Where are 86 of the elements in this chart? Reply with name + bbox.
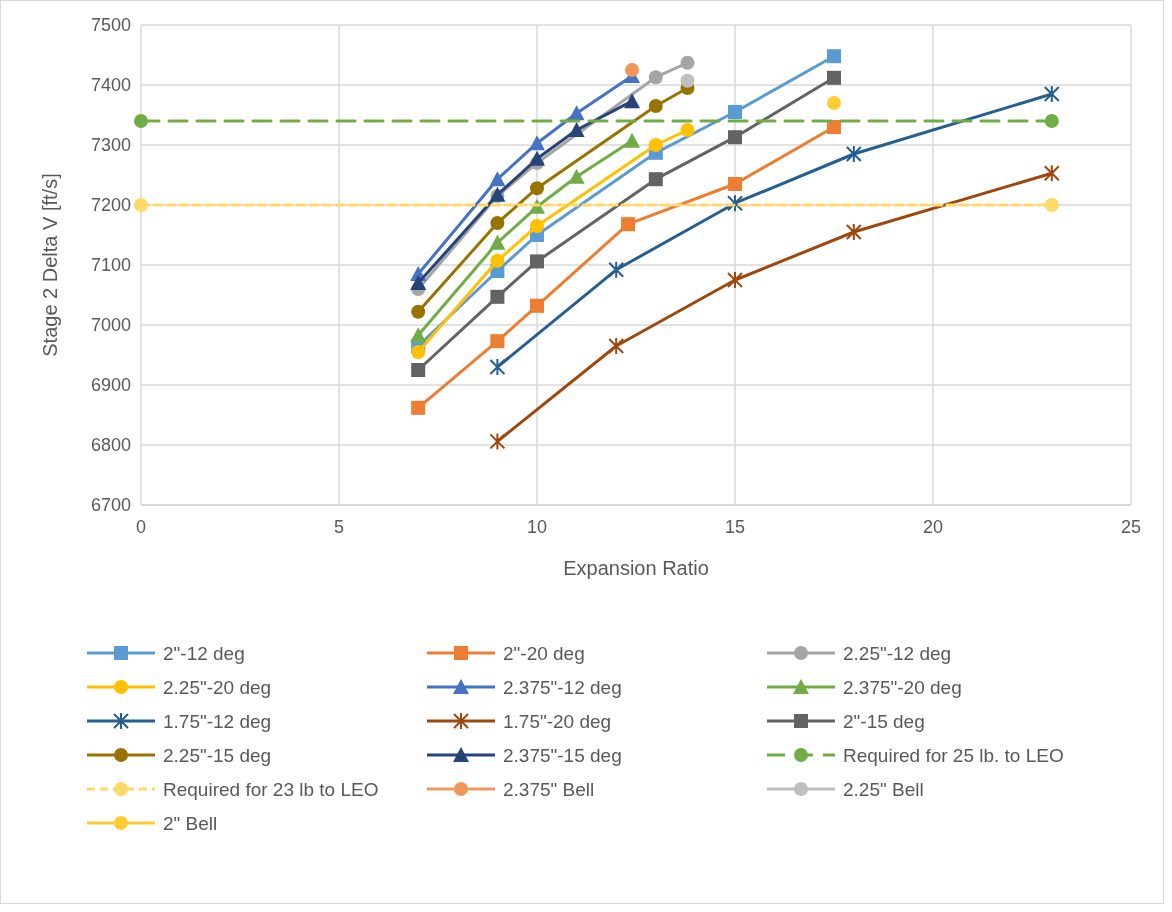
legend-label: 2.375"-15 deg	[503, 745, 622, 766]
x-tick-label: 0	[135, 517, 147, 537]
point	[490, 216, 505, 230]
y-tick-label: 7300	[90, 135, 131, 155]
y-tick-label: 7400	[90, 75, 131, 95]
legend-label: 2.25"-15 deg	[163, 745, 272, 766]
point	[1043, 85, 1060, 103]
point	[490, 253, 505, 268]
point	[727, 194, 743, 213]
point	[489, 358, 506, 376]
legend-label: 2.25"-20 deg	[163, 677, 272, 698]
point	[680, 55, 695, 70]
x-tick-label: 15	[724, 517, 746, 537]
point	[134, 198, 148, 212]
point	[530, 254, 544, 269]
legend-label: 2.25"-12 deg	[843, 643, 952, 664]
point	[530, 298, 544, 313]
y-tick-label: 7500	[90, 15, 131, 35]
point	[529, 150, 545, 166]
point	[728, 105, 742, 119]
point	[1043, 164, 1060, 183]
point	[608, 337, 625, 355]
x-axis-title: Expansion Ratio	[563, 557, 709, 579]
legend-label: 2.25" Bell	[843, 779, 924, 800]
point	[489, 432, 506, 451]
point	[680, 73, 695, 88]
point	[648, 172, 663, 187]
point	[490, 334, 505, 349]
y-tick-label: 6700	[90, 495, 131, 515]
point	[625, 63, 640, 77]
point	[624, 93, 641, 109]
point	[411, 400, 426, 415]
point	[680, 123, 695, 137]
point	[827, 96, 841, 110]
legend-label: 1.75"-20 deg	[503, 711, 612, 732]
point	[827, 70, 841, 85]
point	[608, 260, 625, 279]
legend-label: 2" Bell	[163, 813, 218, 834]
legend-label: Required for 23 lb to LEO	[163, 779, 379, 800]
point	[568, 168, 585, 184]
y-tick-label: 7100	[90, 255, 131, 275]
point	[648, 99, 663, 113]
point	[648, 70, 663, 85]
point	[530, 181, 544, 196]
point	[410, 327, 427, 343]
x-tick-label: 25	[1120, 517, 1142, 537]
legend-label: 2"-15 deg	[843, 711, 925, 732]
point	[621, 217, 636, 232]
y-tick-label: 7000	[90, 315, 131, 335]
legend-label: Required for 25 lb. to LEO	[843, 745, 1064, 766]
point	[827, 120, 841, 134]
point	[728, 177, 742, 191]
legend-label: 2.375"-12 deg	[503, 677, 622, 698]
point	[727, 271, 743, 289]
point	[1044, 198, 1059, 212]
point	[529, 135, 545, 151]
y-tick-label: 7200	[90, 195, 131, 215]
point	[411, 345, 426, 359]
point	[134, 114, 148, 128]
point	[1044, 114, 1059, 128]
point	[624, 132, 641, 148]
x-tick-label: 20	[922, 517, 944, 537]
point	[827, 49, 841, 64]
point	[845, 223, 862, 241]
point	[568, 122, 585, 137]
point	[648, 138, 663, 152]
point	[845, 145, 862, 163]
legend-label: 2"-20 deg	[503, 643, 585, 664]
point	[530, 219, 544, 233]
x-tick-label: 5	[333, 517, 345, 537]
legend-label: 2.375"-20 deg	[843, 677, 962, 698]
point	[728, 130, 742, 145]
point	[411, 304, 426, 319]
point	[568, 105, 585, 121]
point	[489, 171, 506, 187]
legend-label: 2.375" Bell	[503, 779, 595, 800]
point	[410, 275, 427, 290]
legend-label: 1.75"-12 deg	[163, 711, 272, 732]
point	[489, 234, 506, 250]
y-axis-title: Stage 2 Delta V [ft/s]	[39, 173, 61, 357]
y-tick-label: 6800	[90, 435, 131, 455]
y-tick-label: 6900	[90, 375, 131, 395]
x-tick-label: 10	[526, 517, 548, 537]
legend-label: 2"-12 deg	[163, 643, 245, 664]
point	[490, 289, 505, 304]
point	[411, 363, 426, 377]
